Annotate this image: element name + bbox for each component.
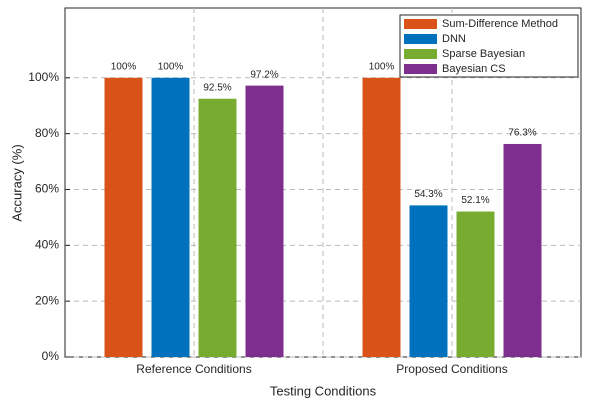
bar — [245, 85, 284, 357]
y-tick-label: 60% — [35, 182, 59, 196]
legend-swatch — [404, 49, 437, 59]
y-axis-label: Accuracy (%) — [9, 144, 24, 221]
data-label: 54.3% — [414, 189, 442, 200]
data-label: 52.1% — [461, 195, 489, 206]
data-label: 100% — [369, 61, 395, 72]
y-tick-label: 100% — [28, 70, 59, 84]
legend-label: Sum-Difference Method — [442, 18, 558, 30]
data-label: 97.2% — [250, 69, 278, 80]
x-tick-label: Proposed Conditions — [396, 362, 507, 376]
bar — [151, 77, 190, 358]
y-tick-label: 20% — [35, 293, 59, 307]
y-tick-label: 80% — [35, 126, 59, 140]
bar — [409, 205, 448, 357]
x-axis-label: Testing Conditions — [270, 383, 377, 398]
y-tick-label: 40% — [35, 237, 59, 251]
bar — [456, 211, 495, 357]
legend-label: Bayesian CS — [442, 63, 506, 75]
data-label: 100% — [111, 61, 137, 72]
bar — [503, 143, 542, 357]
legend-swatch — [404, 19, 437, 29]
legend-swatch — [404, 34, 437, 44]
bar — [362, 77, 401, 358]
legend-swatch — [404, 64, 437, 74]
legend-label: DNN — [442, 33, 466, 45]
data-label: 100% — [158, 61, 184, 72]
data-label: 76.3% — [508, 128, 536, 139]
bar — [104, 77, 143, 358]
y-tick-label: 0% — [42, 349, 60, 363]
bar — [198, 98, 237, 358]
legend-label: Sparse Bayesian — [442, 48, 525, 60]
data-label: 92.5% — [203, 82, 231, 93]
x-tick-label: Reference Conditions — [136, 362, 251, 376]
